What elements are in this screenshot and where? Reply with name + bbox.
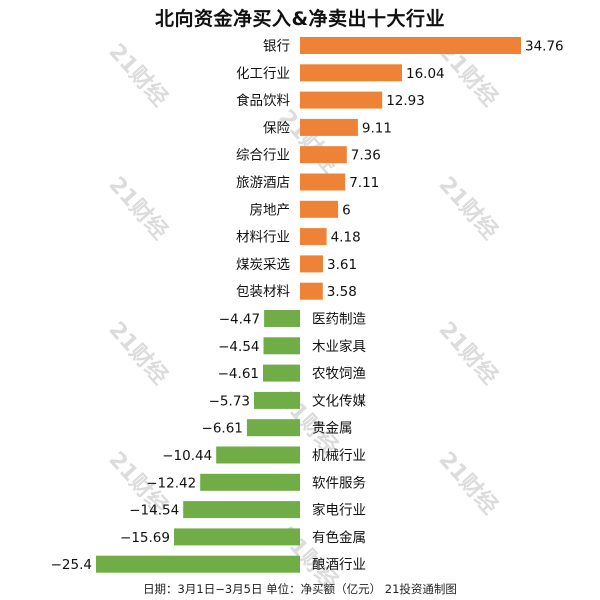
category-label-10: 医药制造 xyxy=(312,312,366,328)
category-label-11: 木业家具 xyxy=(312,338,366,355)
category-label-14: 贵金属 xyxy=(312,421,353,437)
category-label-6: 房地产 xyxy=(250,202,291,218)
value-label-6: 6 xyxy=(342,202,351,218)
category-label-13: 文化传媒 xyxy=(312,393,366,409)
value-label-7: 4.18 xyxy=(331,230,361,246)
bar-7 xyxy=(300,228,327,246)
watermark-9: 21财经 xyxy=(434,447,503,520)
bar-9 xyxy=(300,282,323,300)
bar-4 xyxy=(300,146,347,164)
bar-5 xyxy=(300,173,346,191)
watermark-2: 21财经 xyxy=(104,172,173,245)
category-label-16: 软件服务 xyxy=(312,475,366,491)
bar-3 xyxy=(300,118,358,136)
value-label-9: 3.58 xyxy=(327,284,357,300)
bar-18 xyxy=(174,528,300,546)
value-label-10: −4.47 xyxy=(219,312,260,328)
category-label-15: 机械行业 xyxy=(312,448,366,464)
value-label-16: −12.42 xyxy=(146,475,196,491)
bar-2 xyxy=(300,91,383,109)
category-label-7: 材料行业 xyxy=(236,230,290,246)
bar-6 xyxy=(300,200,339,218)
category-label-0: 银行 xyxy=(263,39,290,55)
bar-15 xyxy=(216,446,300,464)
category-label-9: 包装材料 xyxy=(236,284,290,300)
bar-14 xyxy=(246,419,300,437)
value-label-8: 3.61 xyxy=(327,257,357,273)
value-label-5: 7.11 xyxy=(349,175,379,191)
bar-10 xyxy=(264,310,300,327)
value-label-18: −15.69 xyxy=(120,530,170,546)
bar-11 xyxy=(263,337,300,355)
category-label-4: 综合行业 xyxy=(236,148,290,164)
bar-17 xyxy=(183,501,300,519)
bar-12 xyxy=(263,364,300,382)
value-label-19: −25.4 xyxy=(51,557,92,573)
value-label-15: −10.44 xyxy=(162,448,212,464)
watermark-6: 21财经 xyxy=(434,317,503,390)
value-label-0: 34.76 xyxy=(525,39,564,55)
watermark-4: 21财经 xyxy=(274,105,343,178)
category-label-1: 化工行业 xyxy=(236,66,290,82)
bar-19 xyxy=(96,555,300,573)
value-label-13: −5.73 xyxy=(209,393,250,409)
bar-0 xyxy=(300,37,521,54)
category-label-18: 有色金属 xyxy=(312,529,366,546)
value-label-14: −6.61 xyxy=(202,421,243,437)
bar-13 xyxy=(254,391,300,409)
category-label-17: 家电行业 xyxy=(312,502,366,519)
chart-title: 北向资金净买入&净卖出十大行业 xyxy=(154,8,446,30)
value-label-4: 7.36 xyxy=(351,148,381,164)
category-label-8: 煤炭采选 xyxy=(236,257,290,273)
chart-footer-note: 日期：3月1日−3月5日 单位：净买额（亿元） 21投资通制图 xyxy=(143,582,457,596)
category-label-5: 旅游酒店 xyxy=(236,175,290,191)
category-label-12: 农牧饲渔 xyxy=(312,366,366,382)
bar-1 xyxy=(300,64,402,82)
bars-layer: 银行 34.76 化工行业 16.04 食品饮料 12.93 保险 9.11 综合行业 7.36 旅… xyxy=(51,37,564,573)
watermark-5: 21财经 xyxy=(104,317,173,390)
category-label-2: 食品饮料 xyxy=(236,92,290,109)
value-label-12: −4.61 xyxy=(218,366,259,382)
category-label-3: 保险 xyxy=(263,120,290,136)
value-label-3: 9.11 xyxy=(362,120,392,136)
value-label-17: −14.54 xyxy=(129,503,179,519)
bar-16 xyxy=(200,473,300,491)
bar-8 xyxy=(300,255,323,273)
watermark-0: 21财经 xyxy=(104,39,173,112)
watermark-3: 21财经 xyxy=(434,172,503,245)
value-label-2: 12.93 xyxy=(386,93,425,109)
value-label-11: −4.54 xyxy=(218,339,259,355)
value-label-1: 16.04 xyxy=(406,66,445,82)
category-label-19: 酿酒行业 xyxy=(312,557,366,573)
